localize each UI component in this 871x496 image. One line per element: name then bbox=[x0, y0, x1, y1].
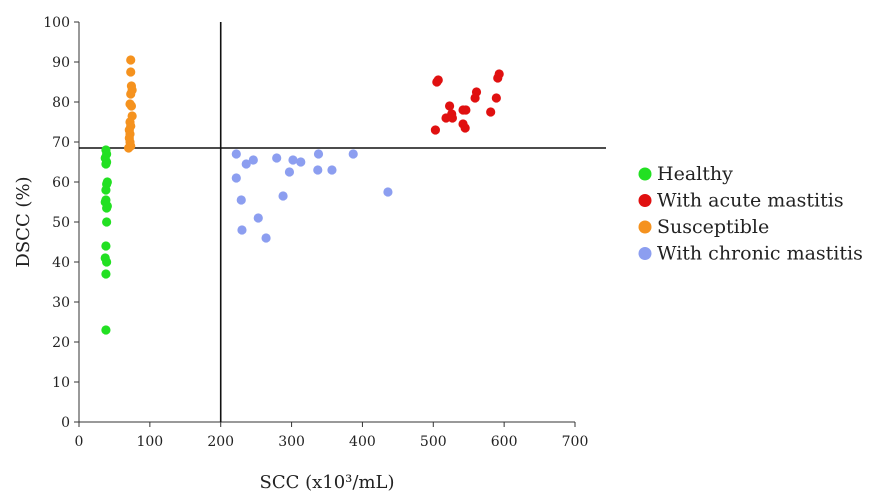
data-point-series-3 bbox=[278, 191, 288, 201]
data-point-series-3 bbox=[383, 187, 393, 197]
data-point-series-1 bbox=[444, 101, 455, 111]
x-tick-label: 300 bbox=[278, 434, 305, 450]
y-tick-label: 90 bbox=[52, 55, 70, 71]
data-point-series-2 bbox=[124, 143, 134, 153]
data-point-series-3 bbox=[327, 165, 337, 175]
data-point-series-3 bbox=[241, 159, 251, 169]
x-tick-label: 200 bbox=[207, 434, 234, 450]
legend-label: With chronic mastitis bbox=[657, 243, 863, 265]
x-tick-label: 600 bbox=[491, 434, 518, 450]
data-point-series-3 bbox=[231, 149, 241, 159]
data-point-series-3 bbox=[261, 233, 271, 243]
data-point-series-0 bbox=[102, 257, 112, 267]
data-point-series-3 bbox=[248, 155, 258, 165]
legend-marker bbox=[638, 247, 652, 260]
data-point-series-3 bbox=[237, 225, 247, 235]
legend-label: With acute mastitis bbox=[657, 190, 844, 212]
y-tick-label: 40 bbox=[52, 255, 70, 271]
axis-ticks: 0 100 200 300 400 500 600 700 0 10 20 30 40 50 60 70 80 9… bbox=[43, 15, 588, 450]
data-point-series-3 bbox=[253, 213, 263, 223]
y-tick-label: 70 bbox=[52, 135, 70, 151]
data-point-series-3 bbox=[284, 167, 295, 177]
data-point-series-1 bbox=[486, 107, 496, 117]
x-tick-label: 500 bbox=[420, 434, 447, 450]
legend-marker bbox=[638, 194, 652, 207]
data-point-series-3 bbox=[272, 153, 282, 163]
y-tick-label: 10 bbox=[52, 375, 70, 391]
data-point-series-1 bbox=[430, 125, 441, 135]
y-tick-label: 100 bbox=[43, 15, 70, 31]
data-point-series-1 bbox=[470, 93, 480, 103]
y-tick-label: 50 bbox=[52, 215, 70, 231]
data-points bbox=[100, 55, 504, 335]
y-axis-label: DSCC (%) bbox=[13, 176, 34, 267]
y-tick-label: 60 bbox=[52, 175, 70, 191]
data-point-series-1 bbox=[458, 105, 468, 115]
x-axis-label: SCC (x10³/mL) bbox=[260, 472, 395, 493]
data-point-series-1 bbox=[447, 113, 458, 123]
x-tick-label: 700 bbox=[562, 434, 589, 450]
data-point-series-3 bbox=[231, 173, 241, 183]
data-point-series-3 bbox=[296, 157, 306, 167]
data-point-series-0 bbox=[101, 159, 111, 169]
x-tick-label: 100 bbox=[136, 434, 163, 450]
data-point-series-2 bbox=[126, 55, 136, 65]
y-tick-label: 20 bbox=[52, 335, 70, 351]
data-point-series-3 bbox=[288, 155, 298, 165]
x-tick-label: 0 bbox=[75, 434, 84, 450]
data-point-series-1 bbox=[460, 123, 470, 133]
legend-label: Healthy bbox=[657, 163, 733, 185]
axes bbox=[78, 22, 575, 423]
data-point-series-3 bbox=[348, 149, 358, 159]
data-point-series-0 bbox=[102, 217, 112, 227]
data-point-series-0 bbox=[101, 241, 111, 251]
data-point-series-2 bbox=[126, 101, 137, 111]
data-point-series-2 bbox=[126, 67, 136, 77]
y-tick-label: 30 bbox=[52, 295, 70, 311]
legend-marker bbox=[638, 220, 652, 234]
data-point-series-3 bbox=[313, 149, 324, 159]
legend: Healthy With acute mastitis Susceptible Wit… bbox=[638, 163, 863, 265]
data-point-series-3 bbox=[313, 165, 323, 175]
data-point-series-1 bbox=[493, 73, 503, 83]
data-point-series-1 bbox=[491, 93, 501, 103]
data-point-series-0 bbox=[101, 269, 111, 279]
data-point-series-2 bbox=[126, 89, 136, 99]
x-tick-label: 400 bbox=[349, 434, 376, 450]
data-point-series-1 bbox=[441, 113, 451, 123]
data-point-series-0 bbox=[101, 185, 111, 195]
legend-label: Susceptible bbox=[657, 216, 769, 238]
threshold-lines bbox=[79, 22, 606, 422]
data-point-series-3 bbox=[236, 195, 246, 205]
y-tick-label: 80 bbox=[52, 95, 70, 111]
data-point-series-1 bbox=[432, 77, 442, 87]
data-point-series-0 bbox=[101, 325, 111, 335]
legend-marker bbox=[638, 167, 652, 181]
y-tick-label: 0 bbox=[61, 415, 70, 431]
data-point-series-0 bbox=[102, 203, 112, 213]
